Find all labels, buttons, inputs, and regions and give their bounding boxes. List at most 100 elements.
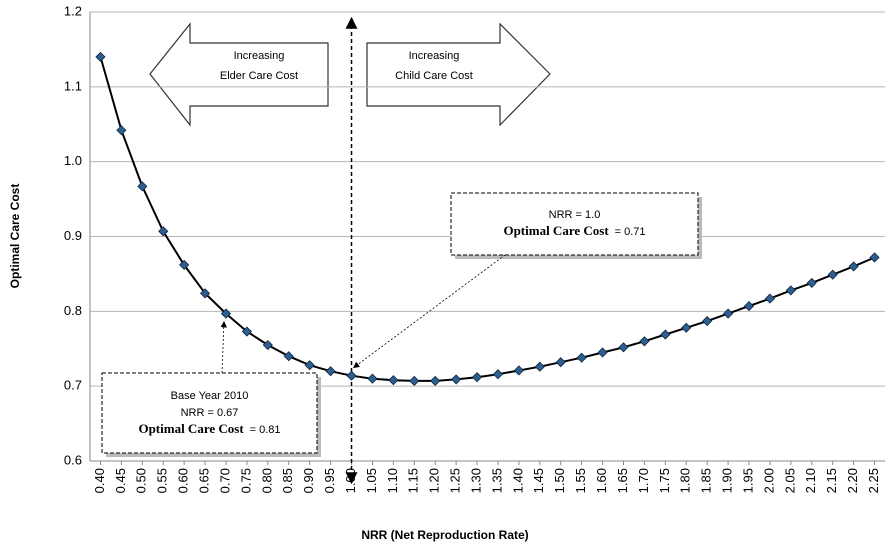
marker xyxy=(200,288,211,299)
marker xyxy=(618,342,629,353)
annotation-text: NRR = 0.67 xyxy=(181,407,239,419)
x-tick-label: 1.95 xyxy=(740,468,755,493)
x-tick-label: 2.10 xyxy=(803,468,818,493)
y-tick-label: 1.0 xyxy=(64,153,82,168)
annotation-text: Optimal Care Cost = 0.71 xyxy=(503,223,645,238)
marker xyxy=(283,351,294,362)
x-tick-label: 1.85 xyxy=(699,468,714,493)
x-tick-label: 1.10 xyxy=(385,468,400,493)
x-tick-label: 0.50 xyxy=(134,468,149,493)
annotation-text: Base Year 2010 xyxy=(171,390,249,402)
right-arrow xyxy=(366,22,551,127)
arrow-label: Elder Care Cost xyxy=(220,70,298,82)
x-tick-label: 1.00 xyxy=(343,468,358,493)
x-tick-label: 1.30 xyxy=(468,468,483,493)
y-tick-label: 1.1 xyxy=(64,78,82,93)
x-tick-label: 0.90 xyxy=(301,468,316,493)
x-tick-label: 0.55 xyxy=(155,468,170,493)
arrow-label: Child Care Cost xyxy=(395,70,473,82)
x-tick-label: 1.75 xyxy=(657,468,672,493)
x-tick-label: 1.15 xyxy=(406,468,421,493)
marker xyxy=(492,369,504,380)
y-tick-label: 0.7 xyxy=(64,378,82,393)
annotation-part: = 0.71 xyxy=(615,226,646,238)
y-axis-title: Optimal Care Cost xyxy=(8,184,22,289)
marker xyxy=(827,269,838,280)
x-tick-label: 0.40 xyxy=(92,468,107,493)
x-tick-label: 1.60 xyxy=(594,468,609,493)
annotation-part: Optimal Care Cost xyxy=(138,421,244,436)
x-tick-label: 1.35 xyxy=(489,468,504,493)
annotation-pointer xyxy=(352,254,506,369)
x-tick-label: 0.95 xyxy=(322,468,337,493)
marker xyxy=(409,375,420,386)
x-tick-label: 0.70 xyxy=(217,468,232,493)
marker xyxy=(346,370,357,381)
marker xyxy=(451,374,462,385)
marker xyxy=(220,308,232,319)
marker xyxy=(95,51,106,62)
marker xyxy=(597,347,608,358)
x-tick-label: 1.55 xyxy=(573,468,588,493)
marker xyxy=(702,315,713,327)
annotation-box xyxy=(450,192,699,256)
marker xyxy=(430,375,441,386)
y-tick-label: 0.8 xyxy=(64,303,82,318)
marker xyxy=(471,372,483,383)
annotation-part: Optimal Care Cost xyxy=(503,223,609,238)
annotation-text: Optimal Care Cost = 0.81 xyxy=(138,421,280,436)
x-tick-label: 1.70 xyxy=(636,468,651,493)
left-arrow xyxy=(149,22,329,127)
y-tick-label: 0.6 xyxy=(64,452,82,467)
annotation-part: = 0.81 xyxy=(250,424,281,436)
marker xyxy=(367,373,378,384)
x-tick-label: 0.85 xyxy=(280,468,295,493)
annotation-text: NRR = 1.0 xyxy=(549,209,601,221)
arrow-label: Increasing xyxy=(409,50,460,62)
x-tick-label: 2.25 xyxy=(866,468,881,493)
x-tick-label: 0.60 xyxy=(176,468,191,493)
marker xyxy=(116,125,127,136)
x-tick-label: 2.20 xyxy=(845,468,860,493)
marker xyxy=(576,352,587,363)
marker xyxy=(241,326,252,337)
marker xyxy=(785,285,796,296)
annotation-pointer xyxy=(220,320,227,374)
x-tick-label: 2.00 xyxy=(761,468,776,493)
x-tick-label: 1.25 xyxy=(448,468,463,493)
x-tick-label: 1.05 xyxy=(364,468,379,493)
marker xyxy=(639,336,650,347)
x-axis-title: NRR (Net Reproduction Rate) xyxy=(361,528,528,542)
x-tick-label: 1.45 xyxy=(531,468,546,493)
marker xyxy=(660,329,671,340)
x-tick-label: 0.45 xyxy=(113,468,128,493)
arrow-label: Increasing xyxy=(234,50,285,62)
x-tick-label: 2.15 xyxy=(824,468,839,493)
x-tick-label: 0.65 xyxy=(197,468,212,493)
annotation-part: NRR = 1.0 xyxy=(549,209,601,221)
x-tick-label: 1.50 xyxy=(552,468,567,493)
marker xyxy=(137,181,148,192)
x-tick-label: 2.05 xyxy=(782,468,797,493)
marker xyxy=(681,322,692,333)
x-tick-label: 1.80 xyxy=(678,468,693,493)
marker xyxy=(325,366,336,377)
annotation-part: Base Year 2010 xyxy=(171,390,249,402)
marker xyxy=(723,308,734,319)
marker xyxy=(869,252,880,263)
marker xyxy=(388,375,399,386)
marker xyxy=(304,360,315,371)
marker xyxy=(764,293,775,304)
y-tick-label: 1.2 xyxy=(64,3,82,18)
x-tick-label: 1.20 xyxy=(427,468,442,493)
x-tick-label: 1.90 xyxy=(720,468,735,493)
annotation-box xyxy=(101,372,318,454)
x-tick-label: 0.80 xyxy=(259,468,274,493)
annotation-part: NRR = 0.67 xyxy=(181,407,239,419)
marker xyxy=(158,226,169,237)
x-tick-label: 1.65 xyxy=(615,468,630,493)
marker xyxy=(534,361,545,372)
marker xyxy=(743,301,755,312)
marker xyxy=(262,339,273,351)
